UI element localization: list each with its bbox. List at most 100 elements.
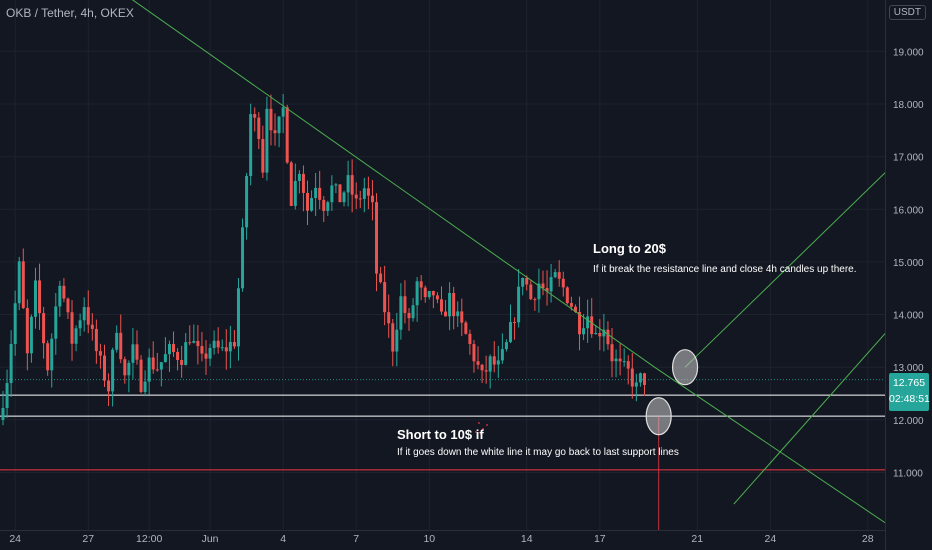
time-tick-label: 28 [862,533,874,545]
candle-body [188,342,192,344]
candle-body [366,188,370,196]
candle-body [172,344,176,352]
currency-badge[interactable]: USDT [888,5,926,20]
candle-body [557,272,561,279]
candle-body [500,349,504,361]
candle-body [509,322,512,343]
candle-body [111,349,115,392]
candle-body [533,299,537,301]
candle-body [638,373,642,383]
candle-body [115,332,119,350]
candle-body [135,344,139,360]
arrow-dot [480,433,482,435]
candle-body [529,284,533,300]
price-tick-label: 14.000 [893,311,924,322]
candle-body [492,356,496,365]
long-annotation-text: If it break the resistance line and clos… [593,264,857,275]
candle-body [610,344,614,362]
candle-body [184,342,188,365]
time-tick-label: Jun [202,533,219,545]
candle-body [448,293,452,317]
short-entry-marker [645,397,672,436]
candle-body [265,108,269,173]
long-projection-line [684,172,885,368]
candle-body [419,281,423,288]
arrow-dot [475,431,477,433]
candle-body [517,286,521,323]
candle-body [196,340,200,347]
candle-body [192,340,196,343]
price-tick-label: 12.000 [893,416,924,427]
candle-body [277,116,281,134]
price-tick-label: 11.000 [893,469,923,480]
symbol-title[interactable]: OKB / Tether, 4h, OKEX [6,6,134,20]
candle-body [521,277,525,287]
candle-body [123,359,127,376]
candle-body [598,332,602,337]
candle-body [1,408,5,420]
candle-body [606,329,610,345]
candle-body [289,162,293,206]
price-tick-label: 18.000 [893,100,924,111]
candle-body [5,383,9,409]
candle-body [338,184,342,203]
candle-body [139,359,143,393]
candle-body [119,332,123,360]
candle-body [634,382,638,387]
candle-body [82,307,86,321]
candle-body [582,328,586,335]
candle-body [553,272,557,278]
candle-body [224,347,228,352]
candle-body [354,194,358,199]
candle-body [403,296,407,313]
candle-body [630,368,634,387]
candle-body [29,316,33,354]
candle-body [310,197,314,211]
candle-body [212,340,216,349]
candle-body [314,187,318,198]
candle-body [297,173,301,181]
candle-body [78,320,82,329]
candle-body [594,332,598,335]
candle-body [13,303,17,345]
candle-body [537,283,541,300]
candle-body [46,343,50,371]
candle-body [496,360,500,365]
candle-body [480,364,484,371]
candle-body [25,308,29,354]
candle-body [415,281,419,306]
time-tick-label: 7 [353,533,359,545]
candle-body [569,303,573,307]
candle-body [86,307,90,325]
candle-body [131,344,135,363]
candle-body [375,202,379,274]
arrow-dot [482,428,484,430]
candle-body [586,316,590,329]
resistance-trendline [131,0,885,524]
time-tick-label: 24 [9,533,21,545]
candle-body [241,227,245,289]
arrow-dot [478,422,480,424]
current-price-value: 12.765 [892,377,926,389]
candle-body [488,356,492,372]
candle-body [90,324,94,329]
candle-body [578,311,582,335]
short-annotation-title: Short to 10$ if [397,427,484,442]
candle-body [330,185,334,203]
candle-body [602,329,606,337]
time-tick-label: 10 [423,533,435,545]
candle-body [151,357,155,370]
candle-body [476,361,480,365]
candle-body [318,187,322,200]
candle-body [435,295,439,300]
candle-body [180,360,184,365]
price-tick-label: 16.000 [893,205,924,216]
time-tick-label: 21 [691,533,703,545]
candle-body [273,130,277,134]
candle-body [204,353,208,359]
candle-body [167,344,171,355]
candle-body [452,293,456,317]
candle-body [383,282,387,313]
